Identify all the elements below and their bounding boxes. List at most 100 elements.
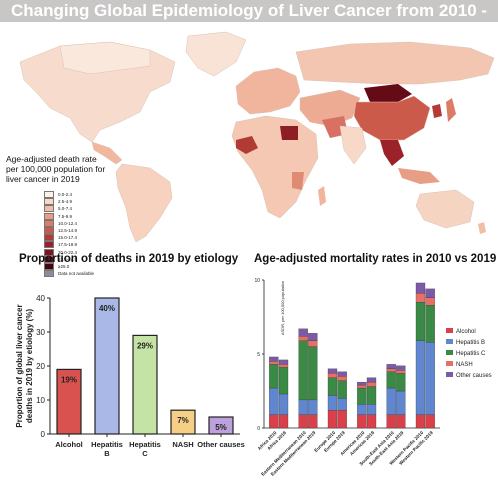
stack-segment-hepatitis-c bbox=[386, 371, 396, 389]
map-legend-label: 17.5-19.9 bbox=[58, 242, 78, 248]
x-tick-label: B bbox=[104, 449, 110, 458]
stack-segment-other-causes bbox=[386, 364, 396, 369]
map-legend-label: Data not available bbox=[58, 271, 95, 277]
east-africa-region bbox=[292, 172, 304, 190]
map-legend-item: 5.0-7.4 bbox=[44, 205, 94, 213]
bar-data-label: 7% bbox=[177, 416, 189, 425]
canada-region bbox=[59, 41, 151, 75]
stack-segment-nash bbox=[337, 376, 347, 381]
map-legend-label: 15.0-17.4 bbox=[58, 235, 78, 241]
y-axis-label: ASDR, per 100,000 population bbox=[280, 281, 285, 335]
stack-segment-other-causes bbox=[278, 359, 289, 365]
map-legend-item: 22.5-24.9 bbox=[44, 255, 94, 263]
map-legend-swatch bbox=[44, 255, 54, 263]
map-legend-label: 5.0-7.4 bbox=[58, 206, 73, 212]
stack-segment-hepatitis-c bbox=[327, 377, 338, 396]
stack-segment-alcohol bbox=[327, 410, 338, 429]
map-legend-label: 2.5-4.9 bbox=[58, 199, 73, 205]
stack-segment-hepatitis-c bbox=[337, 380, 347, 399]
stack-segment-alcohol bbox=[278, 414, 289, 429]
stack-segment-hepatitis-b bbox=[357, 404, 367, 415]
stack-segment-other-causes bbox=[269, 356, 279, 362]
stack-segment-hepatitis-c bbox=[366, 386, 377, 405]
stack-segment-hepatitis-b bbox=[415, 340, 426, 415]
stack-segment-hepatitis-c bbox=[308, 346, 318, 401]
legend-label: Alcohol bbox=[456, 329, 476, 335]
map-legend-swatch bbox=[44, 262, 54, 270]
x-tick-label: Hepatitis bbox=[129, 440, 161, 449]
indonesia-region bbox=[398, 168, 440, 184]
stack-segment-alcohol bbox=[298, 414, 308, 429]
map-legend-item: 7.5-9.9 bbox=[44, 212, 94, 220]
map-legend-title: Age-adjusted death rate per 100,000 popu… bbox=[6, 154, 106, 184]
x-tick-label: NASH bbox=[172, 440, 193, 449]
y-tick-label: 10 bbox=[254, 278, 260, 284]
map-legend-label: ≥25.0 bbox=[58, 263, 70, 269]
legend-swatch-other-causes bbox=[446, 372, 453, 377]
stack-segment-hepatitis-b bbox=[327, 395, 338, 411]
map-legend-swatch bbox=[44, 198, 54, 206]
stack-segment-other-causes bbox=[337, 371, 347, 377]
y-axis-label-line: deaths in 2019 by etiology (%) bbox=[25, 309, 34, 424]
map-legend-swatch bbox=[44, 205, 54, 213]
map-legend-item: ≥25.0 bbox=[44, 262, 94, 270]
map-legend-label: 10.0-12.4 bbox=[58, 220, 78, 226]
south-america-region bbox=[115, 163, 173, 243]
y-axis-label: Proportion of global liver cancerdeaths … bbox=[15, 304, 34, 427]
stack-segment-nash bbox=[269, 361, 279, 365]
bar-data-label: 29% bbox=[137, 341, 153, 350]
world-choropleth-map: Age-adjusted death rate per 100,000 popu… bbox=[0, 22, 498, 278]
stack-segment-hepatitis-c bbox=[425, 305, 435, 343]
map-legend-item: 12.5-14.9 bbox=[44, 227, 94, 235]
y-tick-label: 5 bbox=[257, 352, 260, 358]
bar-alcohol bbox=[56, 368, 82, 435]
y-tick-label: 40 bbox=[36, 294, 45, 303]
bar-data-label: 40% bbox=[99, 304, 115, 313]
world-map-graphic bbox=[0, 22, 498, 244]
map-legend-swatch bbox=[44, 248, 54, 256]
stack-segment-hepatitis-b bbox=[425, 342, 435, 415]
legend-label: NASH bbox=[456, 362, 473, 368]
stack-segment-hepatitis-c bbox=[298, 340, 308, 401]
bar-hepatitis-b bbox=[94, 297, 120, 435]
x-tick-label: Other causes bbox=[197, 440, 245, 449]
egypt-high bbox=[280, 126, 298, 140]
x-tick-label: C bbox=[142, 449, 148, 458]
y-tick-label: 30 bbox=[36, 328, 45, 337]
stack-segment-nash bbox=[357, 384, 367, 389]
y-axis-label-line: Proportion of global liver cancer bbox=[15, 304, 24, 427]
stack-segment-alcohol bbox=[308, 414, 318, 429]
legend-label: Hepatitis B bbox=[456, 340, 485, 346]
stack-segment-other-causes bbox=[357, 381, 367, 386]
stack-segment-hepatitis-b bbox=[337, 398, 347, 411]
legend-swatch-alcohol bbox=[446, 328, 453, 333]
mongolia-region bbox=[364, 84, 412, 102]
australia-region bbox=[415, 189, 475, 229]
stack-segment-other-causes bbox=[298, 328, 308, 337]
legend-swatch-nash bbox=[446, 361, 453, 366]
legend-swatch-hepatitis-c bbox=[446, 350, 453, 355]
map-legend-swatch bbox=[44, 270, 54, 278]
stack-segment-hepatitis-b bbox=[396, 390, 406, 415]
stack-segment-hepatitis-b bbox=[308, 399, 318, 415]
map-legend-item: Data not available bbox=[44, 270, 95, 278]
russia-region bbox=[295, 41, 495, 85]
stack-segment-alcohol bbox=[425, 414, 435, 429]
y-tick-label: 10 bbox=[36, 396, 45, 405]
map-legend-item: 2.5-4.9 bbox=[44, 198, 94, 206]
stack-segment-hepatitis-b bbox=[366, 404, 377, 415]
map-legend-item: 20.0-22.4 bbox=[44, 248, 94, 256]
japan-region bbox=[446, 98, 456, 122]
stack-segment-hepatitis-c bbox=[278, 367, 289, 395]
map-legend-label: 7.5-9.9 bbox=[58, 213, 73, 219]
map-legend-label: 20.0-22.4 bbox=[58, 249, 78, 255]
stack-segment-nash bbox=[396, 370, 406, 374]
map-legend-item: 0.0-2.4 bbox=[44, 191, 94, 199]
x-tick-label: Hepatitis bbox=[91, 440, 123, 449]
map-legend-swatch bbox=[44, 212, 54, 220]
stack-segment-other-causes bbox=[425, 288, 435, 298]
stack-segment-nash bbox=[308, 340, 318, 347]
bar-hepatitis-c bbox=[132, 334, 158, 435]
bar-data-label: 5% bbox=[215, 423, 227, 432]
stack-segment-alcohol bbox=[337, 410, 347, 429]
